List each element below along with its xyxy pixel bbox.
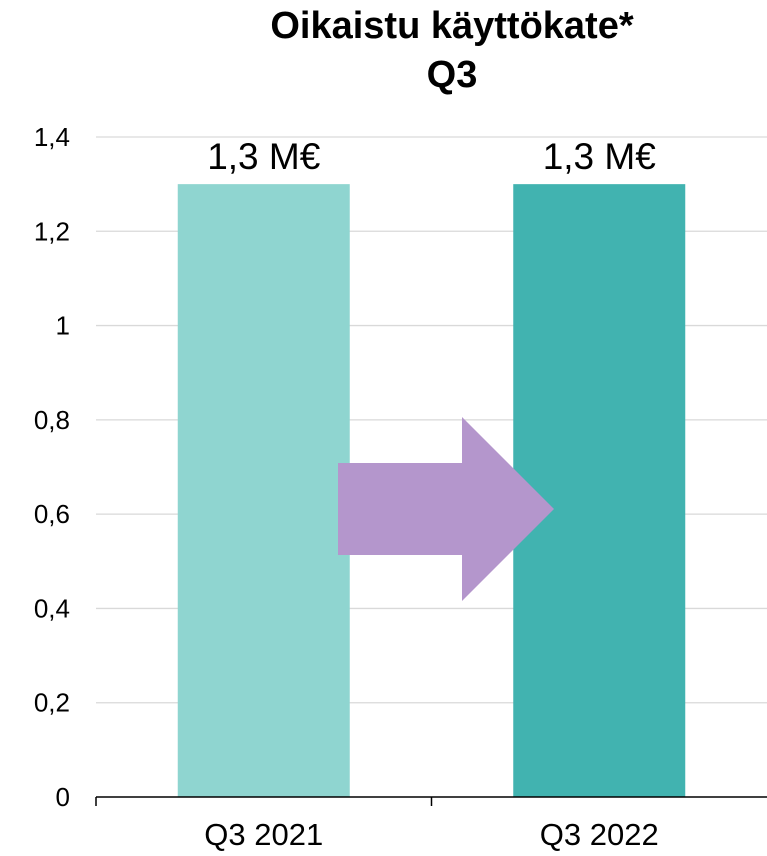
x-tick-label: Q3 2022 [540, 817, 659, 852]
chart-title-line-1: Oikaistu käyttökate* [270, 5, 633, 47]
y-axis-tick-labels: 0 0,2 0,4 0,6 0,8 1 1,2 1,4 [34, 122, 70, 812]
x-axis: Q3 2021 Q3 2022 [95, 796, 767, 852]
annotation [338, 417, 554, 601]
bars [177, 184, 686, 798]
y-tick-label: 1,2 [34, 216, 70, 246]
data-labels: 1,3 M€ 1,3 M€ [207, 136, 656, 177]
bar [513, 184, 686, 798]
y-tick-label: 1 [56, 311, 70, 341]
right-arrow-icon [338, 417, 554, 601]
y-tick-label: 0,6 [34, 499, 70, 529]
x-tick-label: Q3 2021 [204, 817, 323, 852]
y-tick-label: 0,4 [34, 593, 70, 623]
chart-title-line-2: Q3 [427, 54, 478, 96]
y-tick-label: 0,2 [34, 688, 70, 718]
data-label: 1,3 M€ [543, 136, 657, 177]
bar [177, 184, 350, 798]
y-tick-label: 0,8 [34, 405, 70, 435]
data-label: 1,3 M€ [207, 136, 321, 177]
y-tick-label: 1,4 [34, 122, 70, 152]
y-tick-label: 0 [56, 782, 70, 812]
